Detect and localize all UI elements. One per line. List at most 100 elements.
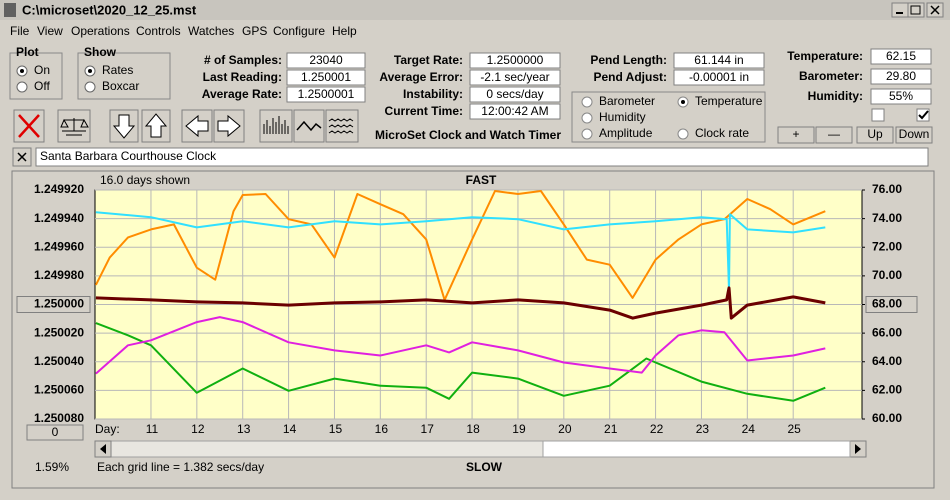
y2-tick-label: 62.00 bbox=[872, 383, 902, 397]
ref-button[interactable] bbox=[865, 296, 918, 313]
ref-button[interactable] bbox=[16, 296, 91, 313]
trace-label: Temperature bbox=[695, 94, 763, 108]
menu-item[interactable]: View bbox=[37, 24, 63, 38]
maximize[interactable] bbox=[907, 2, 925, 18]
grid-note: Each grid line = 1.382 secs/day bbox=[97, 460, 264, 474]
group-title: Show bbox=[84, 45, 117, 59]
radio[interactable] bbox=[84, 81, 96, 93]
y2-tick-label: 74.00 bbox=[872, 211, 902, 225]
series-line bbox=[95, 316, 826, 375]
menu-item[interactable]: Configure bbox=[273, 24, 325, 38]
fast-label: FAST bbox=[466, 173, 497, 187]
x-tick-label: 12 bbox=[191, 422, 205, 436]
window-title: C:\microset\2020_12_25.mst bbox=[22, 2, 197, 17]
field-value: 0 secs/day bbox=[486, 87, 543, 101]
field-value: -2.1 sec/year bbox=[480, 70, 549, 84]
field-box bbox=[286, 86, 366, 103]
trace-label: Amplitude bbox=[599, 126, 653, 140]
x-tick-label: 20 bbox=[558, 422, 572, 436]
menu-item[interactable]: Help bbox=[332, 24, 357, 38]
trace-box bbox=[571, 91, 766, 143]
menu-item[interactable]: Watches bbox=[188, 24, 234, 38]
field-box bbox=[673, 52, 765, 69]
app-name: MicroSet Clock and Watch Timer bbox=[375, 128, 561, 142]
button[interactable] bbox=[895, 126, 933, 144]
scroll-thumb[interactable] bbox=[542, 440, 851, 458]
field-label: Barometer: bbox=[799, 69, 863, 83]
field-value: 62.15 bbox=[886, 49, 916, 63]
button-label: Up bbox=[867, 127, 883, 141]
offset-button[interactable] bbox=[26, 424, 84, 441]
menu-item[interactable]: File bbox=[10, 24, 30, 38]
radio-label: Rates bbox=[102, 63, 133, 77]
x-tick-label: 17 bbox=[421, 422, 435, 436]
toolbar bbox=[13, 109, 359, 143]
clock-name: Santa Barbara Courthouse Clock bbox=[40, 149, 217, 163]
slow-label: SLOW bbox=[466, 460, 503, 474]
field-value: 61.144 in bbox=[694, 53, 743, 67]
field-label: Humidity: bbox=[808, 89, 863, 103]
field-box bbox=[870, 88, 932, 105]
radio[interactable] bbox=[16, 81, 28, 93]
minimize[interactable] bbox=[891, 2, 909, 18]
button[interactable] bbox=[777, 126, 815, 144]
check bbox=[918, 110, 929, 120]
clock-name-box[interactable] bbox=[35, 147, 929, 167]
field-value: 1.2500001 bbox=[298, 87, 355, 101]
field-label: Last Reading: bbox=[203, 70, 282, 84]
trace-label: Barometer bbox=[599, 94, 655, 108]
radio[interactable] bbox=[581, 112, 593, 124]
button-label: Down bbox=[899, 127, 930, 141]
field-label: Current Time: bbox=[385, 104, 463, 118]
field-value: 55% bbox=[889, 89, 913, 103]
field-label: Target Rate: bbox=[394, 53, 463, 67]
radio[interactable] bbox=[581, 96, 593, 108]
field-box bbox=[469, 52, 561, 69]
menu-item[interactable]: GPS bbox=[242, 24, 267, 38]
button[interactable] bbox=[815, 126, 853, 144]
title-bar bbox=[0, 0, 950, 20]
checkbox[interactable] bbox=[871, 108, 885, 122]
title-bg bbox=[16, 46, 46, 58]
field-box bbox=[870, 68, 932, 85]
y2-tick-label: 64.00 bbox=[872, 354, 902, 368]
x-tick-label: 11 bbox=[146, 422, 159, 436]
field-label: # of Samples: bbox=[204, 53, 282, 67]
y-tick-label: 1.249940 bbox=[34, 211, 84, 225]
button-label: + bbox=[792, 127, 799, 141]
x-tick-label: 18 bbox=[466, 422, 480, 436]
window-controls[interactable] bbox=[891, 2, 944, 18]
x-tick-label: 23 bbox=[696, 422, 710, 436]
radio-label: Boxcar bbox=[102, 79, 139, 93]
x-tick-label: 15 bbox=[329, 422, 343, 436]
radio[interactable] bbox=[581, 128, 593, 140]
y2-tick-label: 76.00 bbox=[872, 182, 902, 196]
menu-item[interactable]: Operations bbox=[71, 24, 130, 38]
field-label: Pend Adjust: bbox=[593, 70, 667, 84]
group-box bbox=[9, 52, 63, 100]
y-tick-label: 1.249920 bbox=[34, 182, 84, 196]
field-label: Instability: bbox=[403, 87, 463, 101]
button[interactable] bbox=[856, 126, 894, 144]
x-tick-label: 14 bbox=[283, 422, 297, 436]
field-box bbox=[469, 69, 561, 86]
group-title: Plot bbox=[16, 45, 39, 59]
radio[interactable] bbox=[677, 128, 689, 140]
menu-item[interactable]: Controls bbox=[136, 24, 181, 38]
title-bg bbox=[84, 46, 120, 58]
y-tick-label: 1.250060 bbox=[34, 383, 84, 397]
series-line bbox=[95, 286, 826, 320]
y-tick-label: 1.249960 bbox=[34, 239, 84, 253]
x-tick-label: 19 bbox=[512, 422, 526, 436]
trace-label: Humidity bbox=[599, 110, 646, 124]
field-box bbox=[673, 69, 765, 86]
field-value: 29.80 bbox=[886, 69, 916, 83]
trace-label: Clock rate bbox=[695, 126, 749, 140]
y2-tick-label: 66.00 bbox=[872, 325, 902, 339]
y-tick-label: 1.249980 bbox=[34, 268, 84, 282]
x-tick-label: 25 bbox=[788, 422, 802, 436]
field-label: Average Rate: bbox=[202, 87, 282, 101]
field-box bbox=[469, 86, 561, 103]
